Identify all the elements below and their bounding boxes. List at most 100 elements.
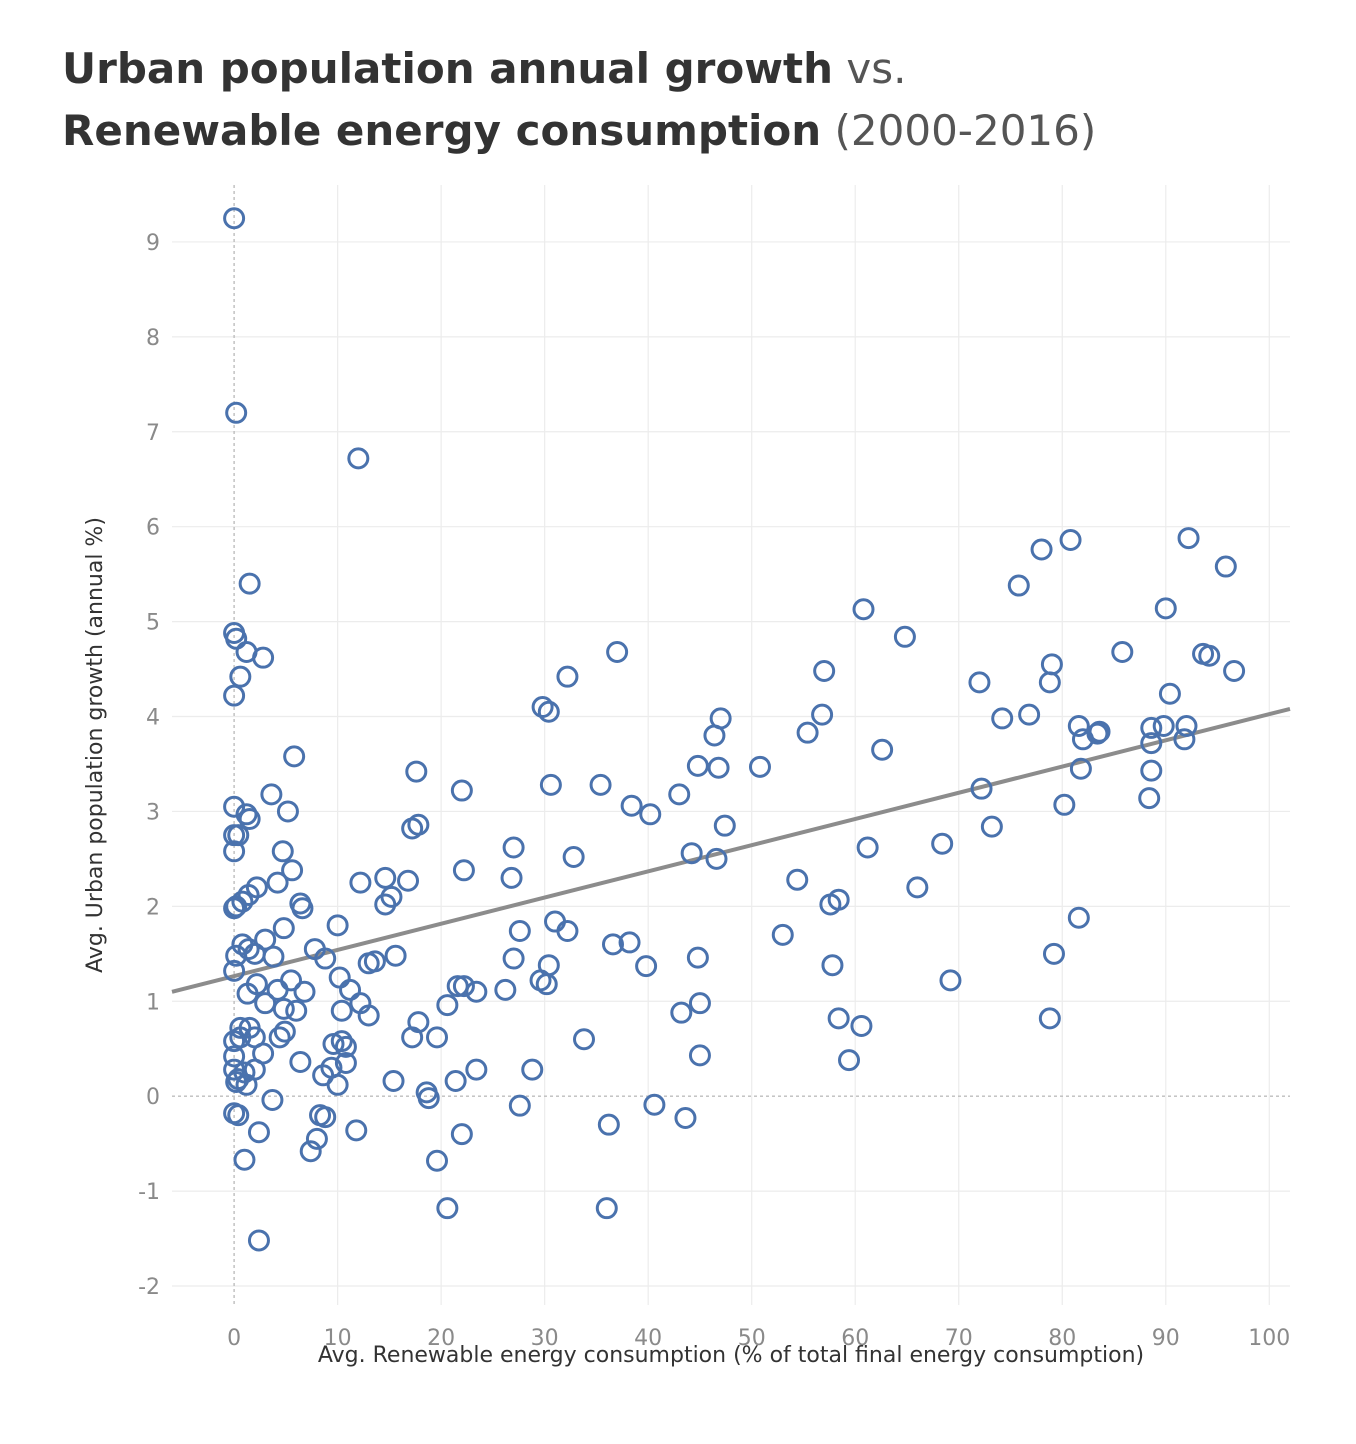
data-point <box>227 824 250 847</box>
data-point <box>223 840 246 863</box>
data-point <box>450 779 473 802</box>
data-point <box>305 1127 328 1150</box>
data-point <box>643 1093 666 1116</box>
data-point <box>347 447 370 470</box>
y-tick-label: 6 <box>146 516 160 541</box>
data-point <box>452 975 475 998</box>
y-tick-label: 4 <box>146 706 160 731</box>
data-point <box>243 942 266 965</box>
title-line-2: Renewable energy consumption (2000-2016) <box>62 110 1096 152</box>
data-point <box>225 944 248 967</box>
data-point <box>268 1026 291 1049</box>
data-point <box>796 721 819 744</box>
data-point <box>827 888 850 911</box>
data-point <box>535 973 558 996</box>
data-point <box>686 754 709 777</box>
data-point <box>1053 793 1076 816</box>
data-point <box>326 1073 349 1096</box>
data-point <box>601 933 624 956</box>
data-point <box>821 954 844 977</box>
data-point <box>597 1113 620 1136</box>
data-point <box>426 1026 449 1049</box>
data-point <box>444 1070 467 1092</box>
data-point <box>906 876 929 899</box>
y-tick-label: 8 <box>146 326 160 351</box>
data-point <box>1088 720 1111 743</box>
data-point <box>1030 538 1053 561</box>
data-point <box>1198 644 1221 667</box>
data-point <box>556 920 579 943</box>
data-point <box>1067 906 1090 929</box>
y-tick-label: -2 <box>138 1275 160 1300</box>
x-tick-label: 60 <box>841 1326 869 1351</box>
y-tick-label: 7 <box>146 421 160 446</box>
title-main-y: Renewable energy consumption <box>62 106 822 155</box>
data-point <box>272 997 295 1020</box>
data-point <box>871 738 894 761</box>
data-point <box>273 1020 296 1043</box>
grid-lines <box>172 185 1290 1305</box>
data-point <box>223 207 246 230</box>
data-point <box>452 859 475 882</box>
data-point <box>931 832 954 855</box>
data-point <box>1042 942 1065 965</box>
data-point <box>1152 715 1175 738</box>
data-point <box>345 1119 368 1142</box>
data-point <box>1007 574 1030 597</box>
data-point <box>405 760 428 783</box>
data-point <box>229 665 252 688</box>
data-point <box>606 640 629 663</box>
x-tick-label: 80 <box>1048 1326 1076 1351</box>
data-point <box>595 1197 618 1220</box>
data-point <box>1140 732 1163 755</box>
data-point <box>589 773 612 796</box>
data-point <box>1086 722 1109 745</box>
x-axis-ticks: 0 10 20 30 40 50 60 70 80 90 100 <box>227 1326 1290 1351</box>
data-point <box>271 840 294 863</box>
data-point <box>508 1094 531 1117</box>
data-point <box>289 1051 312 1074</box>
data-point <box>397 869 420 892</box>
data-point <box>850 1014 873 1037</box>
data-point <box>502 836 525 859</box>
data-point <box>537 700 560 723</box>
data-point <box>811 703 834 726</box>
data-point <box>252 646 275 669</box>
data-point <box>223 1045 246 1068</box>
data-point <box>330 1030 353 1053</box>
data-point <box>231 933 254 956</box>
data-point <box>223 959 246 982</box>
y-axis-title: Avg. Urban population growth (annual %) <box>83 517 108 973</box>
data-point <box>266 978 289 1001</box>
data-point <box>556 665 579 688</box>
data-point <box>786 868 809 891</box>
data-point <box>225 895 248 918</box>
x-tick-label: 50 <box>738 1326 766 1351</box>
data-point <box>713 814 736 837</box>
data-point <box>670 1001 693 1024</box>
data-point <box>227 1104 250 1127</box>
data-point <box>237 883 260 906</box>
data-point <box>236 982 259 1005</box>
title-years: (2000-2016) <box>821 106 1097 155</box>
data-point <box>330 999 353 1022</box>
data-point <box>562 846 585 868</box>
trendline-group <box>171 706 1291 994</box>
data-point <box>668 783 691 806</box>
data-point <box>299 1140 322 1163</box>
data-point <box>521 1058 544 1081</box>
data-point <box>635 955 658 978</box>
x-tick-label: 90 <box>1152 1326 1180 1351</box>
data-point <box>407 1011 430 1034</box>
data-point <box>1177 527 1200 550</box>
data-point <box>686 946 709 969</box>
data-point <box>238 808 261 831</box>
data-point <box>407 813 430 836</box>
data-point <box>680 842 703 865</box>
title-vs: vs. <box>833 44 907 93</box>
data-point <box>688 992 711 1015</box>
x-tick-label: 30 <box>531 1326 559 1351</box>
data-point <box>707 756 730 779</box>
data-point <box>893 625 916 648</box>
